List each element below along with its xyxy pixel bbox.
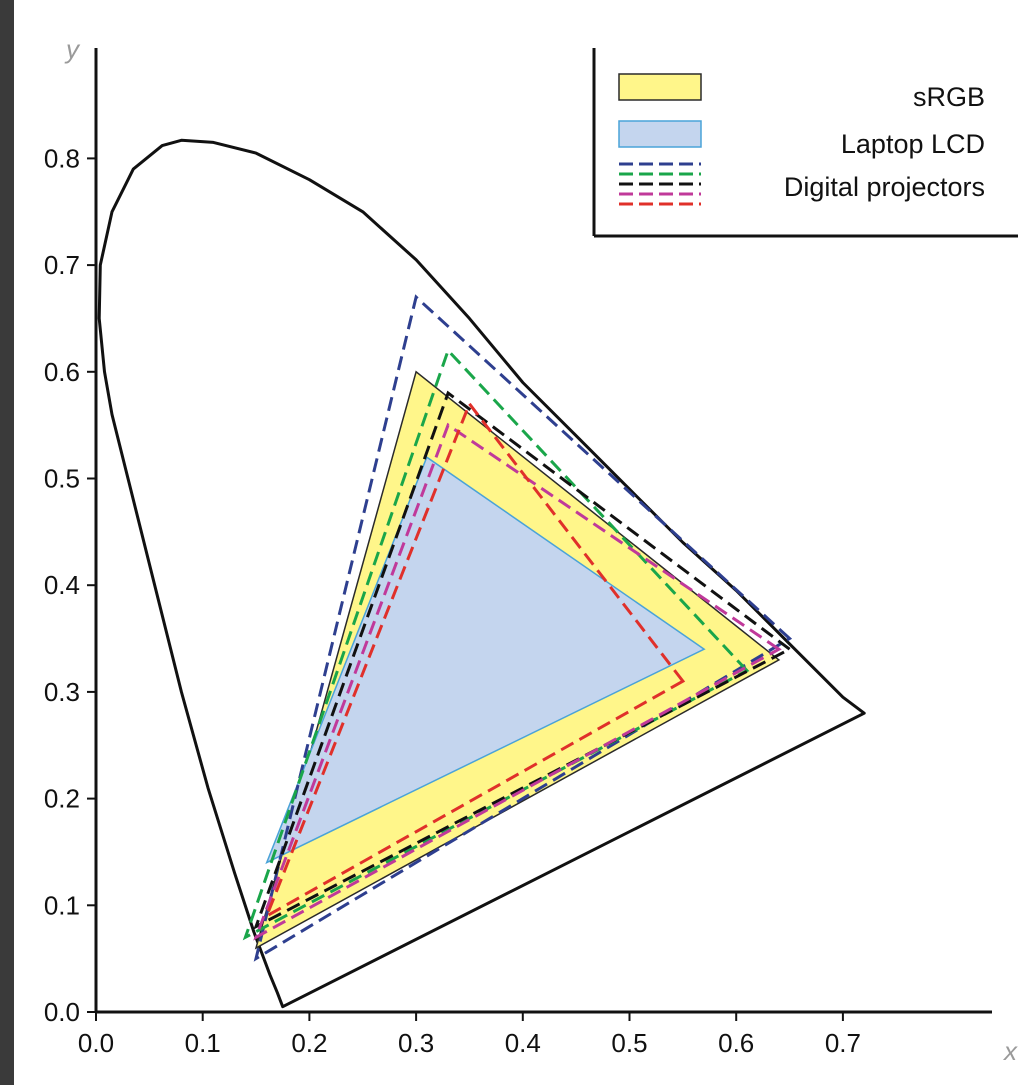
y-tick-label: 0.2 [44, 784, 80, 814]
legend-label-digital-projectors: Digital projectors [784, 172, 985, 202]
projector-red-gamut [263, 400, 686, 920]
y-tick-label: 0.8 [44, 143, 80, 173]
legend-swatch-srgb [618, 73, 702, 101]
laptop-lcd-gamut [265, 456, 706, 865]
y-tick-label: 0.6 [44, 357, 80, 387]
x-tick-label: 0.0 [78, 1028, 114, 1058]
y-tick-label: 0.0 [44, 997, 80, 1027]
x-tick-label: 0.4 [505, 1028, 541, 1058]
y-tick-label: 0.7 [44, 250, 80, 280]
legend-label-srgb: sRGB [913, 82, 985, 112]
legend-label-laptop-lcd: Laptop LCD [841, 129, 985, 159]
x-tick-label: 0.5 [611, 1028, 647, 1058]
y-tick-label: 0.4 [44, 570, 80, 600]
projector-magenta-gamut [253, 422, 782, 941]
y-tick-label: 0.5 [44, 464, 80, 494]
x-tick-label: 0.7 [825, 1028, 861, 1058]
x-tick-label: 0.6 [718, 1028, 754, 1058]
chromaticity-chart: y x 0.0 0.1 0.2 0.3 0.4 0.5 0.6 0.7 0.0 0.1 0.2 0.3 0… [44, 34, 1018, 1066]
chart-canvas: y x 0.0 0.1 0.2 0.3 0.4 0.5 0.6 0.7 0.0 0.1 0.2 0.3 0… [14, 0, 1033, 1085]
projector-black-gamut [253, 390, 793, 930]
legend-swatch-laptop-lcd [618, 120, 702, 148]
projector-blue-gamut [253, 294, 793, 962]
x-tick-label: 0.2 [291, 1028, 327, 1058]
y-tick-label: 0.3 [44, 677, 80, 707]
y-axis-label: y [64, 34, 81, 64]
x-tick-label: 0.1 [185, 1028, 221, 1058]
x-tick-label: 0.3 [398, 1028, 434, 1058]
x-axis-label: x [1002, 1036, 1018, 1066]
projector-green-gamut [242, 347, 750, 941]
legend-swatch-digital-projectors [619, 162, 701, 206]
y-tick-label: 0.1 [44, 890, 80, 920]
